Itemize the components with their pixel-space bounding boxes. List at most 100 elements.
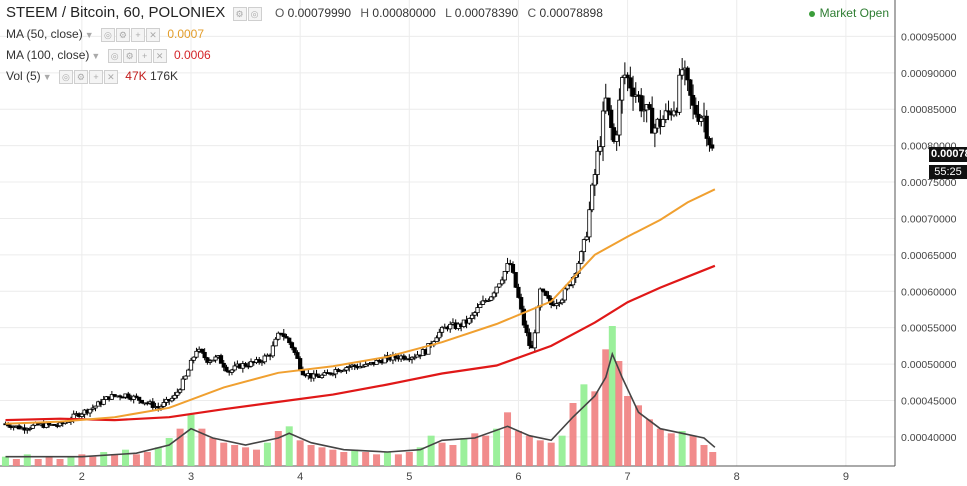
visibility-icon[interactable]: ◎ [107,49,122,64]
candle-body [169,397,175,402]
candle-body [191,356,196,361]
symbol-title: STEEM / Bitcoin, 60, POLONIEX [6,4,226,21]
visibility-icon[interactable]: ◎ [247,7,262,22]
candle-body [499,279,505,285]
candle-body [494,286,499,294]
volume-bar [438,442,446,466]
candle-body [52,423,57,426]
volume-bar [394,454,402,466]
candle-body [546,295,551,299]
candle-body [208,360,213,363]
candle-body [505,263,510,272]
volume-bar [471,433,479,466]
settings-icon[interactable]: ⚙ [122,49,137,64]
candle-body [540,288,546,292]
ma100-legend: MA (100, close) ▼ ◎ ⚙ + ✕ 0.0006 [6,48,211,64]
settings-icon[interactable]: ⚙ [232,7,247,22]
candle-body [314,373,319,377]
candle-body [292,347,297,353]
volume-label[interactable]: Vol (5) [6,69,41,83]
volume-bar [56,459,64,466]
candle-body [497,283,502,288]
candle-body [609,109,614,128]
candle-body [590,184,595,211]
candle-body [600,110,606,148]
candle-body [469,314,475,319]
close-icon[interactable]: ✕ [152,49,167,64]
volume-bar [635,405,643,466]
candle-body [639,95,644,112]
candle-body [139,399,144,404]
plus-icon[interactable]: + [137,49,152,64]
time-tick-label: 4 [297,471,303,483]
candle-body [243,363,248,367]
settings-icon[interactable]: ⚙ [73,70,88,85]
ma50-label[interactable]: MA (50, close) [6,27,83,41]
settings-icon[interactable]: ⚙ [115,28,130,43]
candle-body [562,288,567,301]
series-buttons: ⚙ ◎ [232,6,263,22]
close-label: C [527,6,537,20]
candle-body [628,77,633,89]
price-tick-label: 0.00055000 [901,323,957,335]
candle-body [270,345,275,357]
ma100-buttons: ◎ ⚙ + ✕ [107,48,168,64]
open-label: O [274,6,285,20]
candle-body [510,263,516,273]
candle-body [614,134,619,142]
candle-body [319,374,325,378]
candle-body [202,351,207,359]
candle-body [472,312,477,316]
candle-body [257,359,262,363]
volume-bar [569,403,577,466]
volume-bar [274,431,282,466]
candle-body [560,299,565,304]
candle-body [224,366,229,372]
chevron-down-icon[interactable]: ▼ [84,30,94,40]
time-tick-label: 9 [843,471,849,483]
candle-body [47,422,52,426]
candle-body [347,366,352,368]
volume-bar [329,449,337,466]
ohlc-readout: O 0.00079990 H 0.00080000 L 0.00078390 C… [269,6,603,20]
candle-body [538,288,543,308]
candle-body [625,74,630,79]
chevron-down-icon[interactable]: ▼ [42,72,52,82]
chevron-down-icon[interactable]: ▼ [91,51,101,61]
ma100-label[interactable]: MA (100, close) [6,48,90,62]
volume-bar [405,452,413,466]
price-tick-label: 0.00065000 [901,250,957,262]
volume-bar [700,445,708,466]
visibility-icon[interactable]: ◎ [58,70,73,85]
volume-bar [187,414,195,466]
candle-body [177,389,183,393]
volume-bar [285,426,293,466]
price-tick-label: 0.00075000 [901,177,957,189]
candle-body [598,146,603,152]
volume-ma-value: 176K [150,69,179,83]
candle-body [652,127,657,134]
close-icon[interactable]: ✕ [103,70,118,85]
ma100-value: 0.0006 [173,48,211,62]
price-tick-label: 0.00070000 [901,213,957,225]
candle-body [630,87,636,97]
candle-body [352,364,357,367]
candle-body [660,119,666,127]
plus-icon[interactable]: + [88,70,103,85]
candle-body [587,209,592,238]
volume-bar [416,447,424,466]
candle-body [218,355,224,364]
candle-body [137,396,142,401]
candle-body [330,373,335,376]
plus-icon[interactable]: + [130,28,145,43]
volume-bar [362,452,370,466]
volume-ma-line [5,351,716,458]
volume-bar [23,454,31,466]
price-tick-label: 0.00085000 [901,104,957,116]
visibility-icon[interactable]: ◎ [100,28,115,43]
candle-body [101,399,106,405]
volume-bar [176,428,184,466]
time-tick-label: 5 [406,471,412,483]
close-icon[interactable]: ✕ [145,28,160,43]
price-tick-label: 0.00095000 [901,31,957,43]
